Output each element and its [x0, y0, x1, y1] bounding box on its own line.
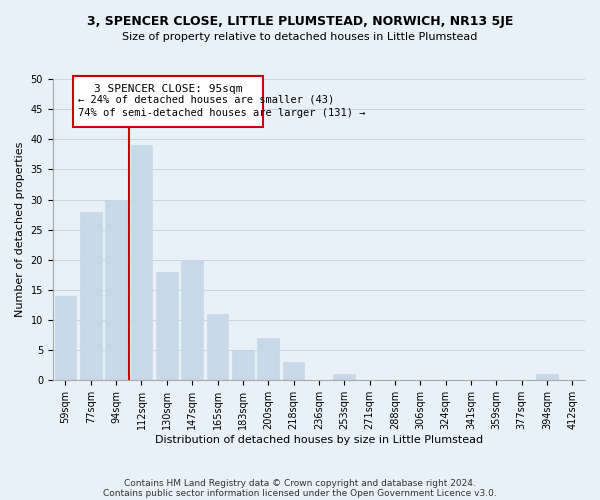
Bar: [207, 314, 228, 380]
FancyBboxPatch shape: [73, 76, 263, 127]
Bar: [80, 212, 101, 380]
X-axis label: Distribution of detached houses by size in Little Plumstead: Distribution of detached houses by size …: [155, 435, 483, 445]
Bar: [536, 374, 558, 380]
Bar: [283, 362, 304, 380]
Text: ← 24% of detached houses are smaller (43): ← 24% of detached houses are smaller (43…: [78, 94, 334, 104]
Bar: [334, 374, 355, 380]
Bar: [156, 272, 178, 380]
Text: 3, SPENCER CLOSE, LITTLE PLUMSTEAD, NORWICH, NR13 5JE: 3, SPENCER CLOSE, LITTLE PLUMSTEAD, NORW…: [87, 15, 513, 28]
Text: 74% of semi-detached houses are larger (131) →: 74% of semi-detached houses are larger (…: [78, 108, 365, 118]
Bar: [106, 200, 127, 380]
Bar: [131, 146, 152, 380]
Text: Size of property relative to detached houses in Little Plumstead: Size of property relative to detached ho…: [122, 32, 478, 42]
Text: 3 SPENCER CLOSE: 95sqm: 3 SPENCER CLOSE: 95sqm: [94, 84, 242, 94]
Bar: [232, 350, 254, 380]
Bar: [257, 338, 279, 380]
Bar: [181, 260, 203, 380]
Y-axis label: Number of detached properties: Number of detached properties: [15, 142, 25, 318]
Text: Contains public sector information licensed under the Open Government Licence v3: Contains public sector information licen…: [103, 488, 497, 498]
Bar: [55, 296, 76, 380]
Text: Contains HM Land Registry data © Crown copyright and database right 2024.: Contains HM Land Registry data © Crown c…: [124, 478, 476, 488]
